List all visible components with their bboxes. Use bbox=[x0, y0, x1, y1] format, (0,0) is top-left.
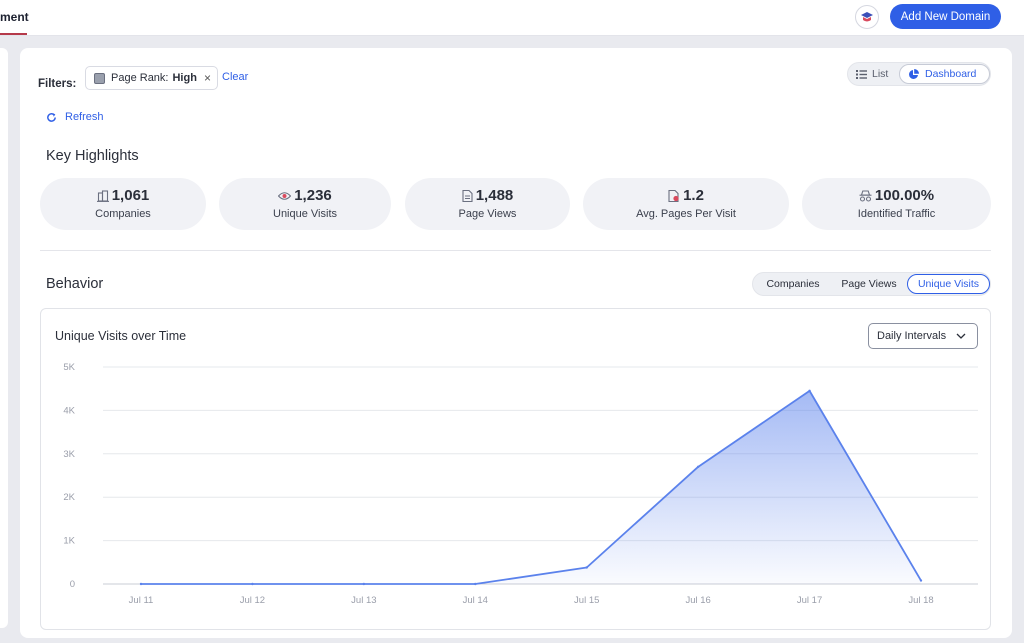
metric-companies-option[interactable]: Companies bbox=[766, 278, 820, 290]
building-icon bbox=[96, 189, 109, 202]
data-point[interactable] bbox=[474, 582, 477, 586]
kpi-unique-visits: 1,236 Unique Visits bbox=[219, 178, 391, 230]
kpi-label: Avg. Pages Per Visit bbox=[636, 208, 736, 220]
pie-chart-icon bbox=[909, 68, 919, 79]
close-icon[interactable]: × bbox=[203, 71, 211, 85]
metric-page-views-option[interactable]: Page Views bbox=[841, 278, 897, 290]
filter-chip-key: Page Rank: bbox=[111, 72, 169, 84]
view-dashboard-label: Dashboard bbox=[925, 68, 977, 80]
chart-plot: 0 1K 2K 3K 4K 5K Jul 11 Jul 12 Jul 13 Jul 14 Jul … bbox=[63, 362, 978, 606]
kpi-label: Unique Visits bbox=[273, 208, 337, 220]
kpi-identified-traffic: 100.00% Identified Traffic bbox=[802, 178, 991, 230]
kpi-label: Identified Traffic bbox=[857, 208, 936, 220]
page-icon bbox=[462, 189, 473, 202]
active-tab-underline bbox=[0, 33, 27, 35]
kpi-companies: 1,061 Companies bbox=[40, 178, 206, 230]
view-dashboard-option[interactable]: Dashboard bbox=[899, 64, 990, 84]
data-point[interactable] bbox=[808, 389, 811, 393]
behavior-metric-toggle: Companies Page Views Unique Visits bbox=[752, 272, 991, 296]
x-tick-label: Jul 18 bbox=[908, 595, 933, 606]
x-tick-label: Jul 12 bbox=[240, 595, 265, 606]
incognito-icon bbox=[859, 189, 872, 202]
y-tick-label: 3K bbox=[63, 449, 75, 460]
top-bar: ment Add New Domain bbox=[0, 0, 1024, 36]
clear-filters-link[interactable]: Clear bbox=[222, 71, 249, 83]
eye-icon bbox=[278, 191, 292, 200]
refresh-icon bbox=[47, 112, 56, 122]
interval-select[interactable]: Daily Intervals bbox=[868, 323, 978, 349]
add-new-domain-button[interactable]: Add New Domain bbox=[890, 4, 1001, 29]
behavior-title: Behavior bbox=[46, 276, 104, 292]
filters-label: Filters: bbox=[38, 78, 77, 90]
data-point[interactable] bbox=[362, 582, 366, 586]
data-point[interactable] bbox=[139, 582, 143, 586]
series-line bbox=[141, 389, 922, 585]
filter-chip-page-rank[interactable]: Page Rank: High × bbox=[85, 66, 218, 90]
avatar-icon bbox=[861, 12, 873, 22]
x-tick-label: Jul 14 bbox=[463, 595, 488, 606]
x-tick-label: Jul 13 bbox=[351, 595, 376, 606]
chevron-down-icon bbox=[956, 333, 966, 339]
data-point[interactable] bbox=[696, 465, 700, 469]
dashboard-card: Filters: Page Rank: High × Clear List Da… bbox=[20, 48, 1012, 638]
refresh-button[interactable]: Refresh bbox=[46, 111, 104, 123]
pages-per-visit-icon bbox=[668, 189, 679, 202]
y-tick-label: 2K bbox=[63, 492, 75, 503]
x-tick-label: Jul 11 bbox=[129, 595, 154, 606]
kpi-label: Companies bbox=[95, 208, 151, 220]
kpi-value: 1.2 bbox=[683, 187, 704, 204]
y-tick-label: 0 bbox=[70, 579, 75, 590]
x-tick-label: Jul 15 bbox=[574, 595, 599, 606]
filter-chip-icon bbox=[94, 72, 105, 84]
section-divider bbox=[40, 250, 991, 251]
data-point[interactable] bbox=[919, 579, 923, 582]
view-list-label: List bbox=[872, 68, 889, 80]
refresh-label: Refresh bbox=[65, 111, 104, 123]
kpi-value: 1,061 bbox=[111, 187, 150, 204]
active-tab-label[interactable]: ment bbox=[0, 10, 29, 24]
y-tick-label: 5K bbox=[63, 362, 75, 373]
data-point[interactable] bbox=[585, 566, 588, 569]
kpi-page-views: 1,488 Page Views bbox=[405, 178, 570, 230]
view-list-option[interactable]: List bbox=[856, 64, 898, 84]
key-highlights-title: Key Highlights bbox=[46, 148, 139, 164]
x-tick-label: Jul 16 bbox=[685, 595, 710, 606]
interval-select-value: Daily Intervals bbox=[877, 330, 947, 342]
kpi-value: 1,488 bbox=[475, 187, 514, 204]
data-point[interactable] bbox=[251, 582, 254, 586]
y-tick-label: 4K bbox=[63, 405, 75, 416]
kpi-label: Page Views bbox=[458, 208, 517, 220]
view-toggle: List Dashboard bbox=[847, 62, 991, 86]
y-tick-label: 1K bbox=[63, 536, 75, 547]
kpi-value: 100.00% bbox=[874, 187, 935, 204]
left-panel bbox=[0, 48, 8, 628]
kpi-value: 1,236 bbox=[294, 187, 332, 204]
area-fill bbox=[141, 390, 921, 584]
filter-chip-value: High bbox=[172, 72, 197, 84]
list-icon bbox=[856, 69, 867, 79]
chart-title: Unique Visits over Time bbox=[55, 329, 187, 343]
x-tick-label: Jul 17 bbox=[797, 595, 822, 606]
metric-unique-visits-option[interactable]: Unique Visits bbox=[907, 274, 990, 294]
kpi-avg-pages-per-visit: 1.2 Avg. Pages Per Visit bbox=[583, 178, 789, 230]
user-avatar[interactable] bbox=[855, 5, 879, 29]
unique-visits-chart: Unique Visits over Time Daily Intervals … bbox=[40, 308, 991, 630]
